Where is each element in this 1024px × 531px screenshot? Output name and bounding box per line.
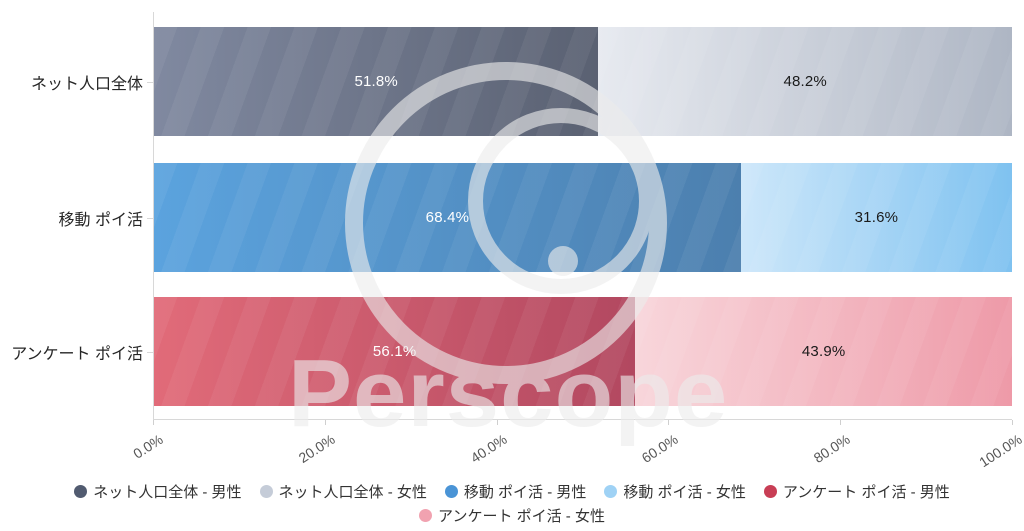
legend-swatch-icon — [444, 485, 458, 498]
bar-segment-female[interactable]: 43.9% — [635, 297, 1012, 406]
y-axis-tick — [147, 217, 153, 219]
legend-swatch-icon — [74, 485, 88, 498]
bar-value-label: 51.8% — [354, 73, 398, 90]
legend-label: 移動 ポイ活 - 男性 — [463, 484, 587, 501]
bar-segment-female[interactable]: 48.2% — [598, 27, 1012, 136]
bar-segment-male[interactable]: 68.4% — [154, 163, 741, 272]
bar-value-label: 48.2% — [783, 73, 827, 90]
plot-area: 51.8% 48.2% 68.4% 31.6% 56.1% 43.9% — [153, 12, 1013, 420]
x-axis-tick-label: 80.0% — [810, 431, 853, 467]
legend-label: 移動 ポイ活 - 女性 — [623, 484, 746, 501]
y-axis-tick — [147, 351, 153, 353]
legend-row: アンケート ポイ活 - 女性 — [419, 505, 605, 526]
bar-value-label: 43.9% — [801, 343, 846, 360]
bar-value-label: 31.6% — [854, 209, 899, 226]
legend-label: アンケート ポイ活 - 男性 — [782, 484, 950, 501]
legend-item[interactable]: 移動 ポイ活 - 男性 — [444, 481, 587, 502]
category-label: アンケート ポイ活 — [11, 345, 143, 363]
x-axis-tick — [153, 420, 154, 425]
x-axis-tick-label: 60.0% — [639, 431, 682, 467]
legend-swatch-icon — [259, 485, 273, 498]
bar-value-label: 68.4% — [425, 209, 470, 226]
legend-item[interactable]: アンケート ポイ活 - 男性 — [763, 481, 950, 502]
category-label: 移動 ポイ活 — [58, 211, 143, 229]
legend-item[interactable]: ネット人口全体 - 男性 — [74, 481, 242, 502]
x-axis-tick — [496, 420, 498, 425]
bar-segment-male[interactable]: 56.1% — [154, 297, 636, 406]
x-axis-tick — [668, 420, 670, 425]
category-label: ネット人口全体 — [30, 75, 143, 93]
x-axis-tick-label: 40.0% — [467, 431, 510, 467]
legend-label: アンケート ポイ活 - 女性 — [438, 508, 605, 525]
x-axis-tick — [840, 420, 842, 425]
legend-item[interactable]: 移動 ポイ活 - 女性 — [604, 481, 746, 502]
legend-swatch-icon — [419, 509, 433, 522]
legend: ネット人口全体 - 男性 ネット人口全体 - 女性 移動 ポイ活 - 男性 移動 ポイ… — [0, 481, 1024, 526]
x-axis-tick-label: 0.0% — [130, 431, 166, 462]
x-axis-tick-label: 20.0% — [295, 431, 338, 467]
x-axis-tick-label: 100.0% — [976, 431, 1024, 471]
legend-item[interactable]: アンケート ポイ活 - 女性 — [419, 505, 605, 526]
x-axis-tick — [324, 420, 326, 425]
y-axis-tick — [147, 81, 153, 83]
legend-swatch-icon — [763, 485, 777, 498]
bar-row: 68.4% 31.6% — [154, 163, 1013, 272]
legend-row: ネット人口全体 - 男性 ネット人口全体 - 女性 移動 ポイ活 - 男性 移動 ポイ… — [74, 481, 950, 502]
bar-row: 51.8% 48.2% — [154, 27, 1012, 136]
bar-segment-male[interactable]: 51.8% — [154, 27, 599, 136]
bar-row: 56.1% 43.9% — [154, 297, 1012, 406]
legend-label: ネット人口全体 - 男性 — [93, 484, 242, 501]
x-axis-tick — [1012, 420, 1013, 425]
bar-value-label: 56.1% — [372, 343, 417, 360]
bar-segment-female[interactable]: 31.6% — [740, 163, 1013, 272]
legend-item[interactable]: ネット人口全体 - 女性 — [259, 481, 427, 502]
legend-swatch-icon — [604, 485, 618, 498]
legend-label: ネット人口全体 - 女性 — [278, 484, 427, 501]
